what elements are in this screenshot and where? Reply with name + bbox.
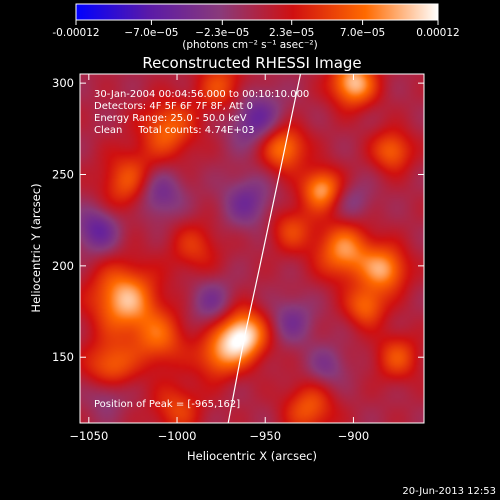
colorbar-tick-label: 0.00012 <box>416 27 459 39</box>
chart-title: Reconstructed RHESSI Image <box>142 54 361 72</box>
x-tick-label: −900 <box>338 429 370 443</box>
x-tick-label: −1050 <box>69 429 108 443</box>
info-line-time: 30-Jan-2004 00:04:56.000 to 00:10:10.000 <box>94 89 309 100</box>
peak-position-text: Position of Peak = [-965,162] <box>94 399 240 410</box>
footer-timestamp: 20-Jun-2013 12:53 <box>402 486 496 497</box>
info-line-detectors: Detectors: 4F 5F 6F 7F 8F, Att 0 <box>94 101 253 112</box>
info-line-energy: Energy Range: 25.0 - 50.0 keV <box>94 113 247 124</box>
colorbar-ticks: -0.00012 −7.0e−05 −2.3e−05 2.3e−05 7.0e−05 0.… <box>52 20 460 39</box>
y-tick-label: 150 <box>52 350 74 364</box>
x-tick-label: −1000 <box>158 429 197 443</box>
colorbar-tick-label: 7.0e−05 <box>340 27 385 39</box>
colorbar-tick-label: -0.00012 <box>52 27 99 39</box>
colorbar: -0.00012 −7.0e−05 −2.3e−05 2.3e−05 7.0e−05 0.… <box>52 3 460 51</box>
colorbar-tick-label: −7.0e−05 <box>124 27 178 39</box>
heatmap-image <box>80 74 424 423</box>
plot-area: −1050 −1000 −950 −900 150 200 250 300 <box>52 73 425 443</box>
x-tick-label: −950 <box>249 429 281 443</box>
colorbar-gradient <box>75 3 439 21</box>
info-line-counts: Clean Total counts: 4.74E+03 <box>94 125 254 136</box>
colorbar-tick-label: −2.3e−05 <box>195 27 249 39</box>
plot-frame <box>79 73 425 424</box>
y-axis-label: Heliocentric Y (arcsec) <box>29 183 43 312</box>
colorbar-units: (photons cm⁻² s⁻¹ asec⁻²) <box>182 39 317 51</box>
solar-limb-curve <box>227 74 302 423</box>
y-tick-label: 250 <box>52 167 74 181</box>
info-annotation: 30-Jan-2004 00:04:56.000 to 00:10:10.000… <box>94 89 309 136</box>
y-tick-label: 300 <box>52 76 74 90</box>
y-tick-label: 200 <box>52 259 74 273</box>
colorbar-tick-label: 2.3e−05 <box>269 27 314 39</box>
x-axis-ticks: −1050 −1000 −950 −900 <box>69 74 369 443</box>
y-axis-ticks: 150 200 250 300 <box>52 76 424 364</box>
x-axis-label: Heliocentric X (arcsec) <box>187 449 317 463</box>
